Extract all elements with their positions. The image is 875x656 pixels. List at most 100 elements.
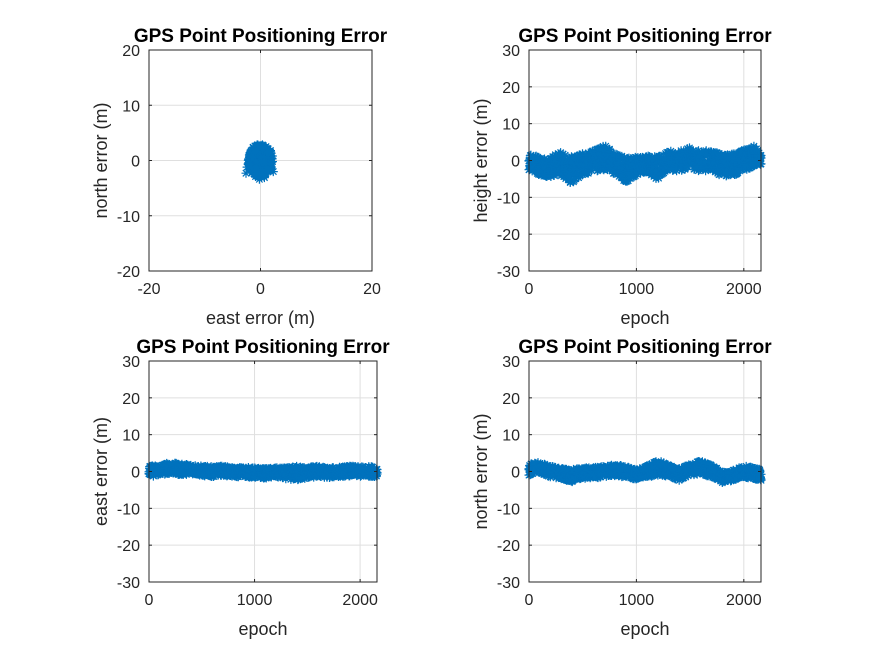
y-tick-label: 10 bbox=[502, 117, 520, 134]
data-point bbox=[683, 144, 692, 154]
y-tick-label: 30 bbox=[502, 43, 520, 60]
y-axis-label: north error (m) bbox=[471, 413, 491, 529]
data-point bbox=[266, 158, 276, 168]
data-point bbox=[256, 153, 266, 163]
data-point bbox=[573, 165, 583, 175]
y-tick-label: 0 bbox=[511, 465, 520, 482]
data-point bbox=[251, 169, 261, 179]
data-point bbox=[569, 175, 579, 185]
x-tick-label: 0 bbox=[525, 592, 534, 609]
data-point bbox=[733, 168, 743, 178]
chart-title: GPS Point Positioning Error bbox=[134, 26, 388, 47]
y-tick-label: -10 bbox=[497, 190, 520, 207]
data-point bbox=[259, 170, 269, 180]
y-tick-label: 10 bbox=[502, 428, 520, 445]
x-tick-label: 2000 bbox=[726, 592, 762, 609]
x-tick-label: 2000 bbox=[726, 281, 762, 298]
data-point bbox=[701, 459, 711, 468]
data-point bbox=[674, 475, 684, 485]
data-point bbox=[555, 167, 565, 177]
data-point bbox=[578, 166, 588, 176]
data-point bbox=[566, 172, 576, 182]
y-tick-label: 0 bbox=[131, 465, 140, 482]
data-point bbox=[668, 165, 678, 175]
y-tick-label: 20 bbox=[502, 391, 520, 408]
y-tick-label: 10 bbox=[122, 428, 140, 445]
x-tick-label: -20 bbox=[137, 281, 160, 298]
x-tick-label: 1000 bbox=[237, 592, 273, 609]
y-tick-label: 10 bbox=[122, 98, 140, 115]
x-tick-label: 2000 bbox=[342, 592, 378, 609]
data-point bbox=[625, 158, 634, 167]
y-tick-label: -30 bbox=[497, 264, 520, 281]
data-point bbox=[683, 162, 693, 172]
data-point bbox=[251, 156, 261, 166]
y-tick-label: -20 bbox=[117, 538, 140, 555]
data-point bbox=[244, 158, 254, 168]
data-markers bbox=[241, 140, 278, 184]
data-point bbox=[658, 163, 668, 173]
y-tick-label: 20 bbox=[122, 391, 140, 408]
data-markers bbox=[524, 457, 766, 487]
data-point bbox=[249, 152, 259, 162]
data-point bbox=[560, 150, 570, 160]
data-point bbox=[593, 165, 603, 175]
x-tick-label: 0 bbox=[256, 281, 265, 298]
data-point bbox=[681, 472, 691, 482]
data-point bbox=[245, 149, 255, 159]
x-tick-label: 20 bbox=[363, 281, 381, 298]
data-point bbox=[559, 154, 569, 164]
data-point bbox=[585, 161, 595, 171]
data-point bbox=[655, 469, 665, 479]
data-point bbox=[753, 145, 763, 155]
y-tick-label: -20 bbox=[497, 538, 520, 555]
data-point bbox=[526, 150, 536, 160]
data-point bbox=[263, 147, 273, 157]
y-tick-label: 0 bbox=[131, 154, 140, 171]
x-tick-label: 1000 bbox=[619, 592, 655, 609]
y-tick-label: -10 bbox=[497, 501, 520, 518]
y-tick-label: 0 bbox=[511, 154, 520, 171]
y-tick-label: -20 bbox=[117, 264, 140, 281]
data-point bbox=[254, 143, 264, 153]
data-point bbox=[562, 166, 572, 176]
chart-title: GPS Point Positioning Error bbox=[518, 26, 772, 47]
data-point bbox=[694, 146, 703, 156]
y-tick-label: 30 bbox=[502, 354, 520, 371]
data-point bbox=[668, 161, 678, 171]
data-point bbox=[738, 156, 748, 166]
x-axis-label: epoch bbox=[620, 308, 669, 328]
y-axis-label: height error (m) bbox=[471, 98, 491, 222]
x-axis-label: epoch bbox=[238, 619, 287, 639]
y-tick-label: -30 bbox=[497, 575, 520, 592]
y-tick-label: 20 bbox=[122, 43, 140, 60]
y-tick-label: 30 bbox=[122, 354, 140, 371]
data-point bbox=[530, 163, 540, 173]
y-tick-label: 20 bbox=[502, 80, 520, 97]
data-point bbox=[241, 168, 251, 178]
data-markers bbox=[144, 458, 382, 485]
y-tick-label: -10 bbox=[117, 209, 140, 226]
data-markers bbox=[524, 141, 766, 187]
data-point bbox=[549, 171, 559, 180]
data-point bbox=[263, 165, 273, 175]
data-point bbox=[258, 166, 268, 176]
data-point bbox=[250, 164, 260, 174]
x-tick-label: 0 bbox=[525, 281, 534, 298]
y-tick-label: -10 bbox=[117, 501, 140, 518]
data-point bbox=[250, 141, 260, 151]
x-axis-label: east error (m) bbox=[206, 308, 315, 328]
data-point bbox=[587, 166, 596, 175]
y-tick-label: -20 bbox=[497, 227, 520, 244]
data-point bbox=[258, 144, 268, 154]
chart-title: GPS Point Positioning Error bbox=[136, 337, 390, 358]
data-point bbox=[621, 167, 631, 176]
data-point bbox=[645, 153, 654, 163]
x-tick-label: 0 bbox=[145, 592, 154, 609]
data-point bbox=[710, 158, 720, 168]
